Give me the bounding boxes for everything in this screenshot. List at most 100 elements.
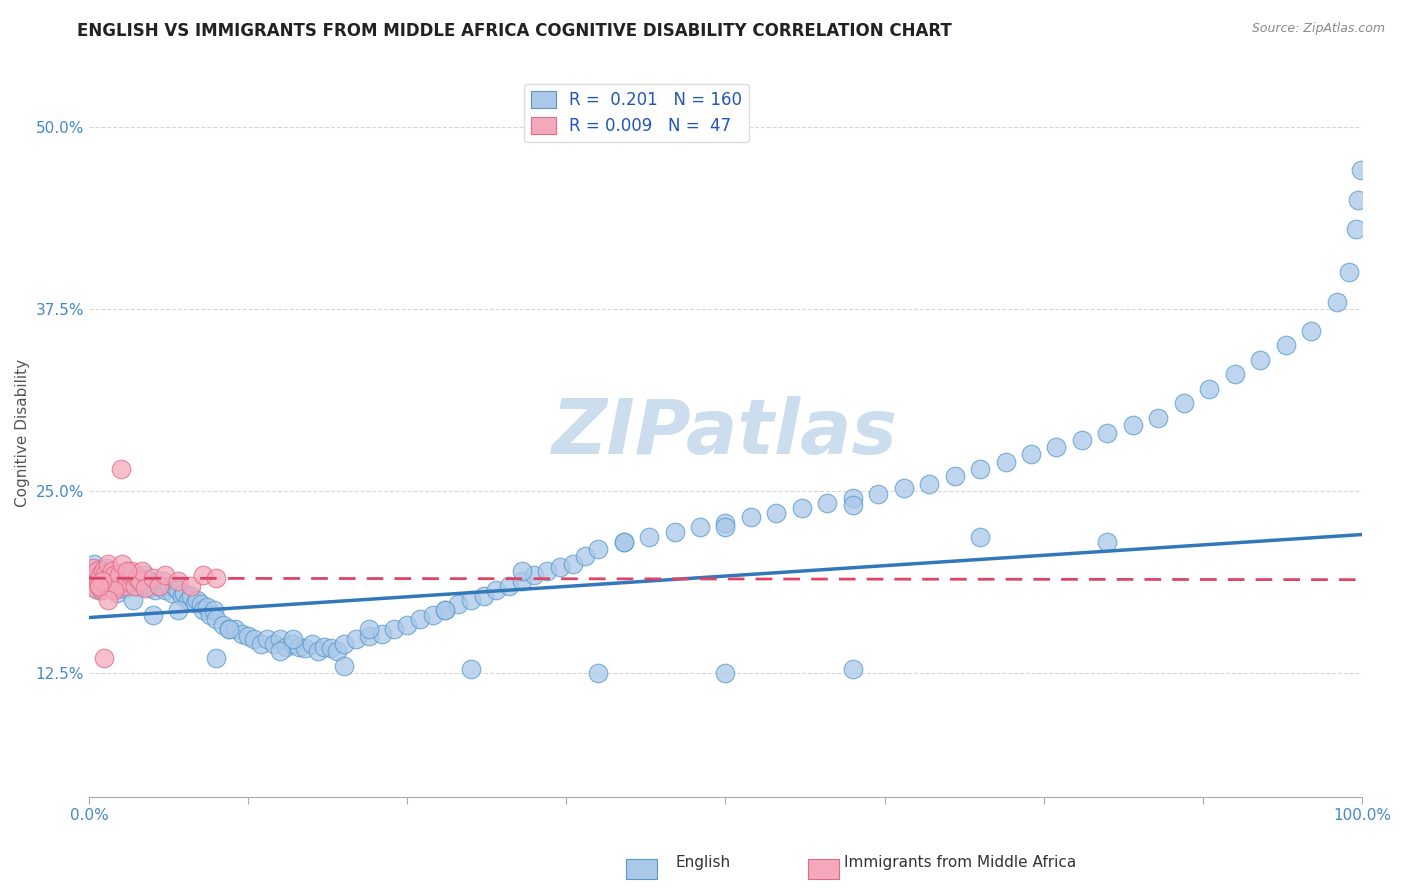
Point <box>97 578 120 592</box>
Point <box>357 622 380 636</box>
Point <box>994 455 1017 469</box>
Point <box>190 598 212 612</box>
Point <box>82 561 104 575</box>
Point <box>396 617 419 632</box>
Point <box>122 573 145 587</box>
Text: Source: ZipAtlas.com: Source: ZipAtlas.com <box>1251 22 1385 36</box>
Point <box>664 524 686 539</box>
Point <box>510 564 533 578</box>
Point <box>91 564 114 578</box>
Point <box>236 630 259 644</box>
Point <box>294 641 316 656</box>
Point <box>105 578 128 592</box>
Point <box>110 462 132 476</box>
Point <box>167 582 190 597</box>
Point <box>344 632 367 647</box>
Point <box>460 661 482 675</box>
Point <box>134 582 156 596</box>
Point <box>121 564 143 578</box>
Point <box>80 564 103 578</box>
Legend: R =  0.201   N = 160, R = 0.009   N =  47: R = 0.201 N = 160, R = 0.009 N = 47 <box>524 84 748 142</box>
Point <box>689 520 711 534</box>
Point <box>87 582 110 597</box>
Point <box>103 582 125 597</box>
Point <box>790 501 813 516</box>
Point <box>124 578 146 592</box>
Point <box>79 571 101 585</box>
Point <box>536 564 558 578</box>
Point <box>765 506 787 520</box>
Point <box>94 566 117 581</box>
Point <box>103 573 125 587</box>
Point <box>112 574 135 589</box>
Text: ENGLISH VS IMMIGRANTS FROM MIDDLE AFRICA COGNITIVE DISABILITY CORRELATION CHART: ENGLISH VS IMMIGRANTS FROM MIDDLE AFRICA… <box>77 22 952 40</box>
Text: ZIPatlas: ZIPatlas <box>553 395 898 469</box>
Point <box>211 617 233 632</box>
Point <box>263 637 285 651</box>
Point <box>89 582 111 596</box>
Point <box>100 578 122 592</box>
Point <box>93 651 115 665</box>
Point <box>205 612 228 626</box>
Point <box>83 582 105 596</box>
Point <box>120 577 142 591</box>
Point <box>97 557 120 571</box>
Point <box>1299 324 1322 338</box>
Point <box>301 637 323 651</box>
Point <box>103 568 125 582</box>
Point <box>165 580 187 594</box>
Point <box>460 593 482 607</box>
Y-axis label: Cognitive Disability: Cognitive Disability <box>15 359 30 507</box>
Point <box>193 568 215 582</box>
Point <box>918 476 941 491</box>
Point <box>110 571 132 585</box>
Point <box>195 600 218 615</box>
Point <box>90 582 112 597</box>
Point <box>111 557 134 571</box>
Point <box>193 603 215 617</box>
Point <box>128 580 150 594</box>
Point <box>82 578 104 592</box>
Point <box>288 640 311 654</box>
Point <box>94 580 117 594</box>
Point <box>118 568 141 582</box>
Point <box>1347 193 1369 207</box>
Point <box>98 571 121 585</box>
Point <box>103 566 125 581</box>
Point <box>101 564 124 578</box>
Point <box>111 582 134 596</box>
Point <box>180 578 202 592</box>
Point <box>815 495 838 509</box>
Point <box>1147 411 1170 425</box>
Text: Immigrants from Middle Africa: Immigrants from Middle Africa <box>844 855 1076 870</box>
Point <box>714 516 737 530</box>
Point <box>370 626 392 640</box>
Point <box>243 632 266 647</box>
Point <box>498 578 520 592</box>
Point <box>84 571 107 585</box>
Point <box>186 593 208 607</box>
Point <box>510 574 533 589</box>
Point <box>152 574 174 589</box>
Point <box>269 632 291 647</box>
Point <box>842 491 865 505</box>
Point <box>314 640 336 654</box>
Point <box>108 568 131 582</box>
Point <box>523 568 546 582</box>
Point <box>86 564 108 578</box>
Point <box>472 589 495 603</box>
Point <box>307 644 329 658</box>
Point <box>276 640 298 654</box>
Point <box>485 582 508 597</box>
Point <box>127 571 149 585</box>
Point <box>447 598 470 612</box>
Point <box>170 589 193 603</box>
Point <box>198 607 221 622</box>
Point <box>90 566 112 581</box>
Point <box>135 578 157 592</box>
Point <box>93 575 115 590</box>
Point <box>83 557 105 571</box>
Point <box>218 622 240 636</box>
Point <box>101 582 124 596</box>
Point <box>218 622 240 636</box>
